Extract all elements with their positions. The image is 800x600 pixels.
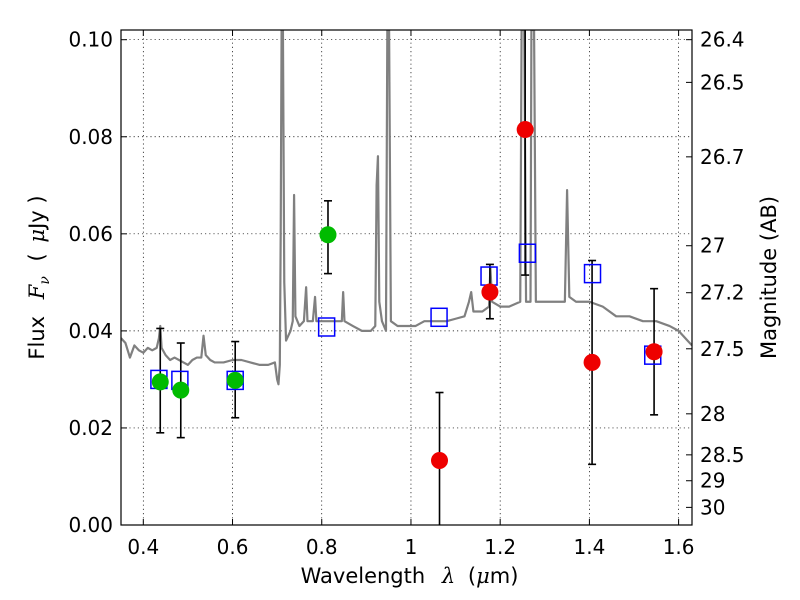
- x-tick-label: 1.2: [484, 535, 516, 559]
- x-tick-label: 1.4: [573, 535, 605, 559]
- green-detections-marker: [319, 226, 337, 244]
- model-spectrum-line: [121, 30, 692, 386]
- y-axis-label-unit-rest: Jy ): [25, 195, 49, 231]
- y-axis-label-subscript: ν: [37, 276, 53, 285]
- errorbar-layer: [156, 30, 659, 525]
- x-tick-label: 0.8: [306, 535, 338, 559]
- red-detections-marker: [431, 451, 449, 469]
- y2-tick-label: 27.2: [700, 281, 745, 305]
- y-axis-label-symbol: F: [25, 283, 49, 300]
- y-tick-label: 0.04: [68, 319, 113, 343]
- y2-tick-label: 26.7: [700, 145, 745, 169]
- y2-tick-label: 29: [700, 469, 725, 493]
- model-spectrum-layer: [121, 30, 692, 386]
- y2-tick-label: 28: [700, 402, 725, 426]
- red-detections-marker: [481, 283, 499, 301]
- y2-tick-label: 27: [700, 234, 725, 258]
- red-detections-marker: [583, 353, 601, 371]
- y2-tick-label: 26.4: [700, 28, 745, 52]
- x-axis-label-prefix: Wavelength: [301, 564, 426, 588]
- y-axis-label-unit-open: (: [25, 253, 49, 261]
- y2-tick-label: 27.5: [700, 337, 745, 361]
- model-bandpass-marker: [430, 307, 448, 328]
- axis-ticks: 0.4 0.6 0.8 1 1.2 1.4 1.6 0.00 0.02 0.04 0.06 0.08 0…: [68, 28, 744, 559]
- y-axis-label: Flux Fν ( μJy ): [25, 195, 54, 359]
- green-detections-marker: [226, 371, 244, 389]
- y-tick-label: 0.02: [68, 416, 113, 440]
- y-tick-label: 0.00: [68, 513, 113, 537]
- grid: [121, 30, 692, 526]
- x-tick-label: 1: [405, 535, 418, 559]
- y2-axis-label: Magnitude (AB): [757, 196, 781, 359]
- model-bandpass-marker: [317, 317, 336, 337]
- x-axis-label: Wavelength λ (μm): [301, 564, 519, 588]
- y-axis-label-unit-mu: μ: [25, 229, 49, 243]
- green-detections-marker: [151, 373, 169, 391]
- x-tick-label: 0.4: [127, 535, 159, 559]
- y2-tick-label: 26.5: [700, 70, 745, 94]
- x-tick-label: 1.6: [663, 535, 695, 559]
- y2-tick-label: 28.5: [700, 443, 745, 467]
- model-bandpass-marker: [583, 263, 602, 284]
- y-tick-label: 0.08: [68, 125, 113, 149]
- x-axis-label-symbol: λ: [441, 564, 455, 588]
- y-tick-label: 0.06: [68, 222, 113, 246]
- x-axis-label-unit-open: (: [468, 564, 476, 588]
- x-axis-label-unit-mu: μ: [476, 564, 490, 588]
- red-detections-marker: [645, 343, 663, 361]
- plot-frame: [120, 29, 693, 526]
- y-axis-label-prefix: Flux: [25, 316, 49, 360]
- x-tick-label: 0.6: [217, 535, 249, 559]
- model-bandpass-marker: [518, 243, 537, 263]
- y2-tick-label: 30: [700, 495, 725, 519]
- red-detections-marker: [516, 120, 534, 138]
- marker-layer: [150, 120, 663, 469]
- green-detections-marker: [172, 381, 190, 399]
- x-axis-label-unit-rest: m): [490, 564, 519, 588]
- y-tick-label: 0.10: [68, 28, 113, 52]
